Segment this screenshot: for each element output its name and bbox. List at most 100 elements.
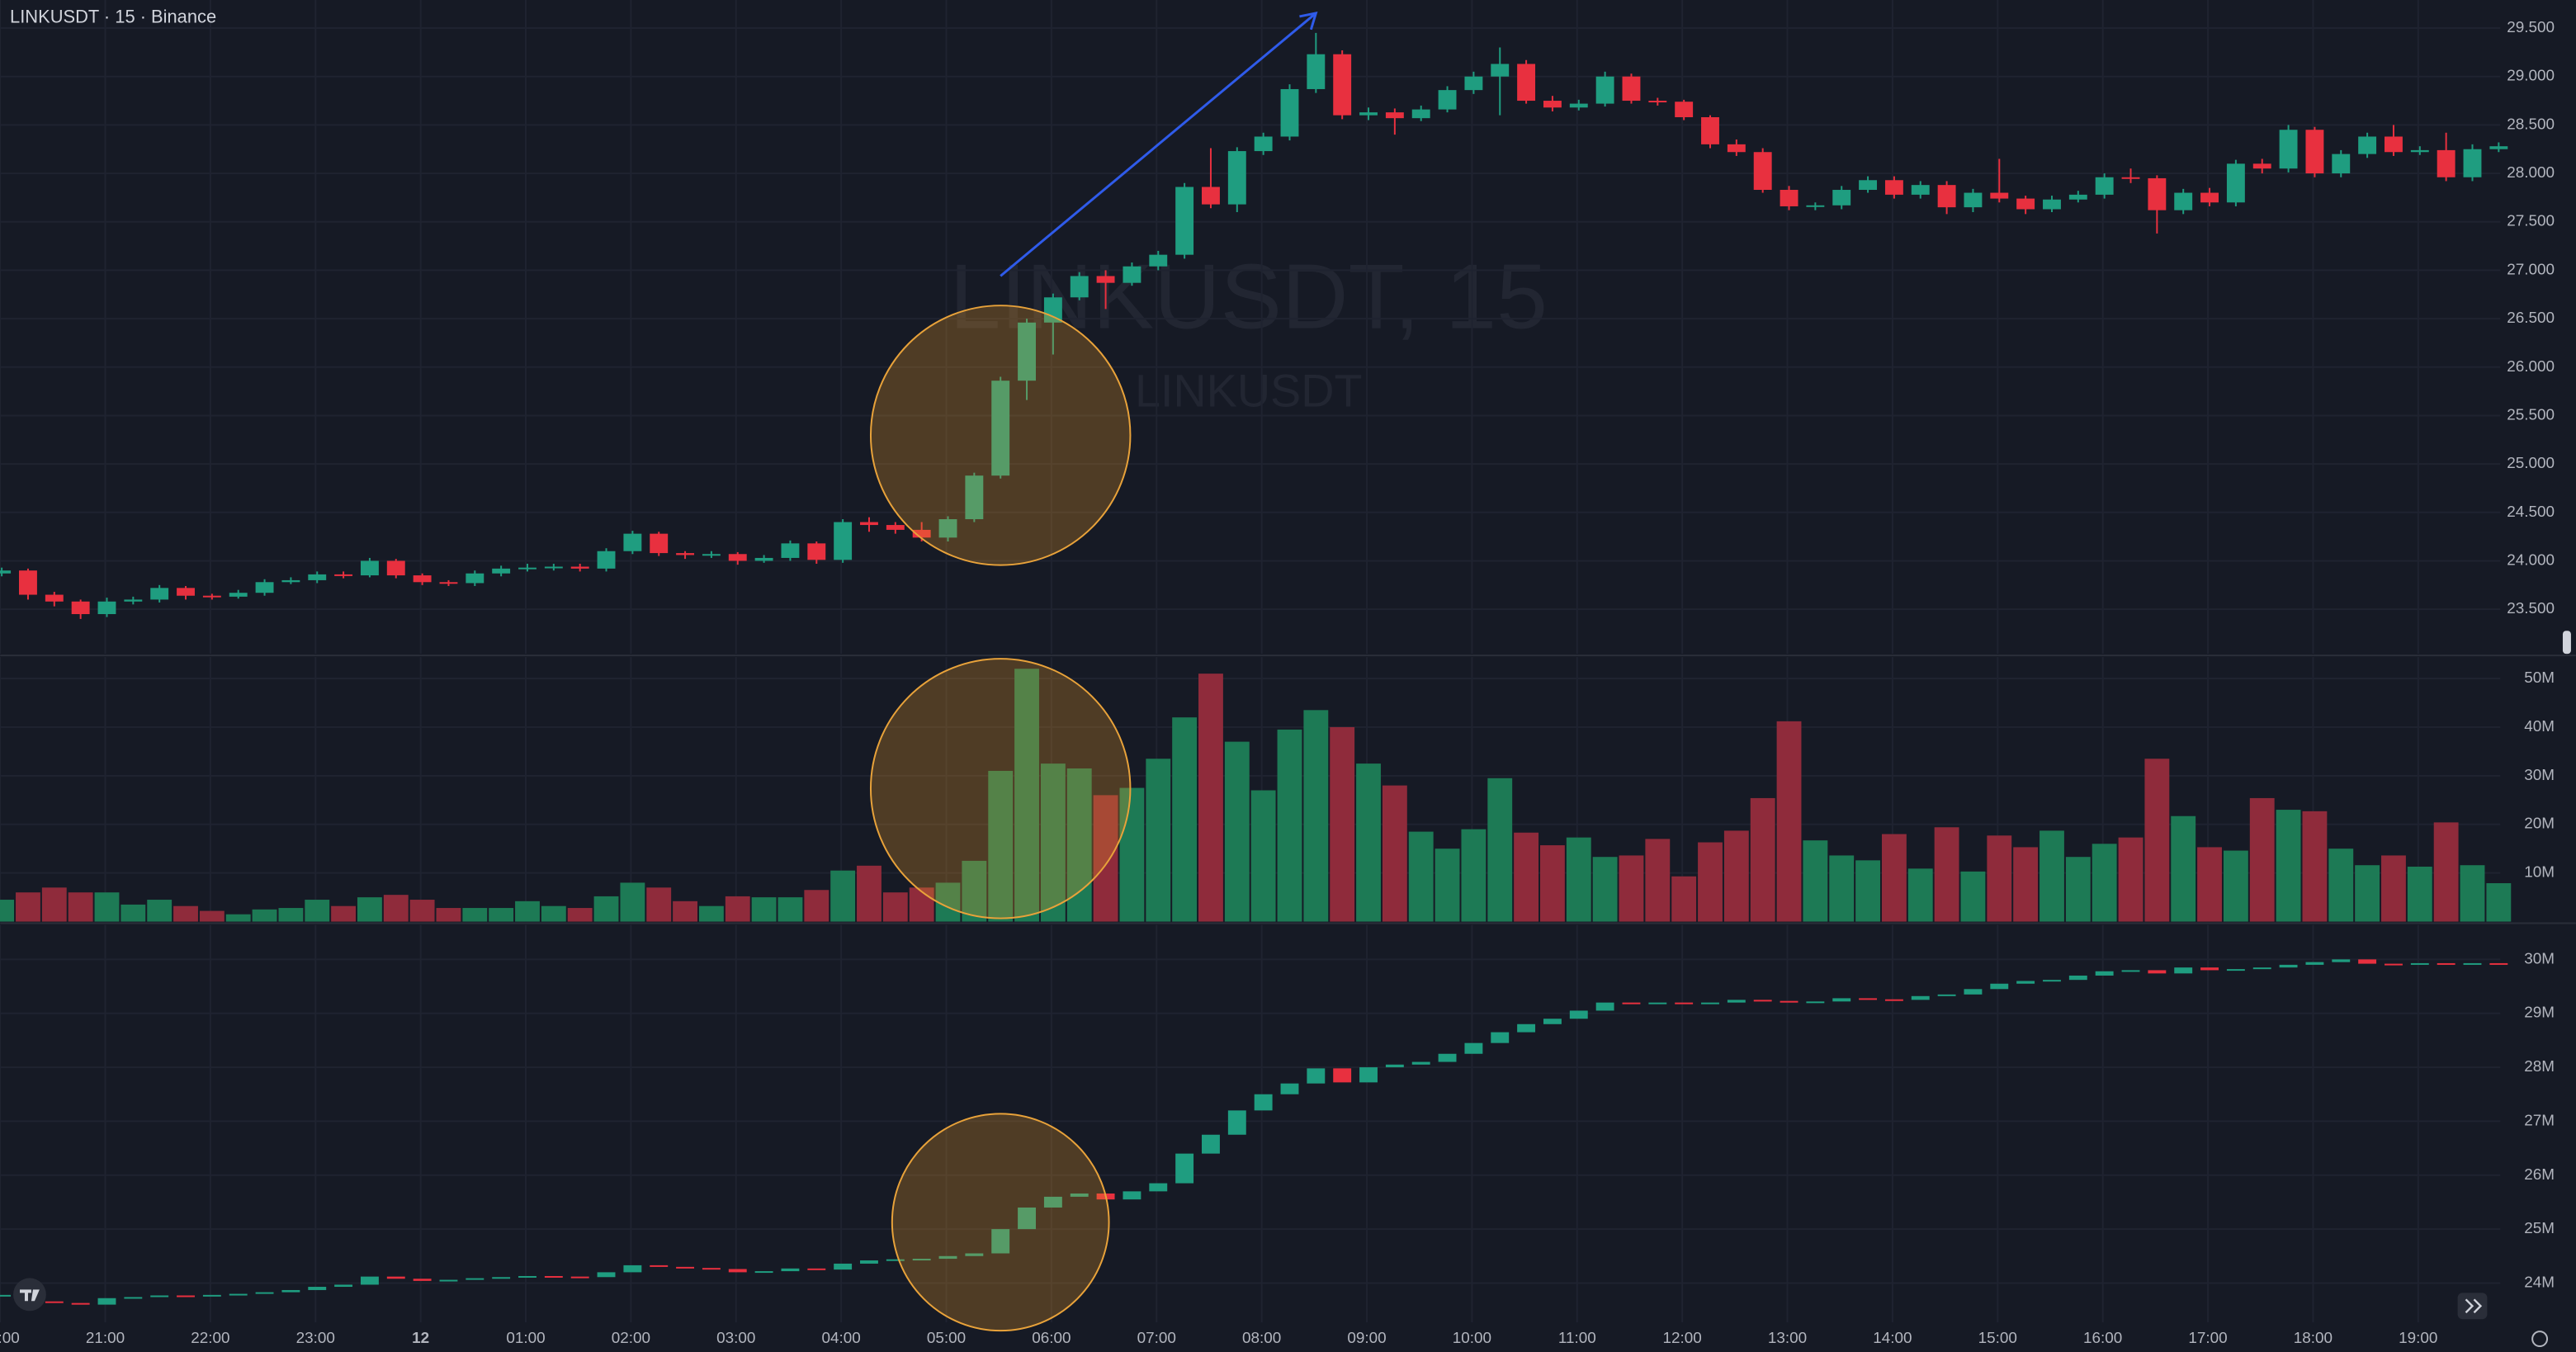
y-tick-label: 25M (2524, 1220, 2555, 1237)
volume-bar (1698, 842, 1723, 922)
candle-body (0, 1294, 12, 1297)
volume-bar (2302, 811, 2328, 922)
candle-body (1070, 276, 1089, 298)
candle-body (1202, 187, 1220, 205)
y-tick-label: 26M (2524, 1166, 2555, 1184)
volume-bar (2433, 822, 2459, 922)
candle-body (1937, 185, 1956, 208)
candle-body (177, 1295, 195, 1298)
volume-bar (147, 900, 173, 922)
candle-body (860, 522, 878, 526)
volume-bar (1619, 855, 1644, 922)
candle-body (1701, 1002, 1719, 1005)
volume-bar (1146, 759, 1171, 922)
candle-body (1227, 151, 1246, 205)
candle-body (2043, 980, 2061, 982)
candle-body (1517, 64, 1536, 102)
settings-icon[interactable] (2531, 1331, 2549, 1348)
volume-bar (278, 908, 304, 922)
candle-body (1333, 54, 1352, 116)
candle-body (1149, 1183, 1168, 1192)
x-tick-label: 16:00 (2083, 1330, 2122, 1347)
volume-bar (1224, 741, 1250, 922)
candle-body (1543, 101, 1562, 108)
candle-body (1622, 76, 1641, 102)
volume-bar (2381, 855, 2406, 922)
volume-bar (2486, 883, 2512, 922)
x-tick-label: 05:00 (927, 1330, 966, 1347)
candle-body (1307, 54, 1326, 89)
volume-bar (94, 892, 120, 922)
candle-body (965, 475, 984, 520)
scale-handle[interactable] (2562, 631, 2571, 655)
candle-body (2279, 130, 2298, 169)
volume-bar (0, 900, 15, 922)
volume-bar (593, 896, 619, 922)
candle-body (834, 522, 853, 560)
candle-body (2410, 149, 2429, 153)
candle-body (544, 1275, 563, 1278)
candle-body (886, 525, 905, 530)
volume-bar (2171, 815, 2196, 922)
volume-bar (2407, 866, 2432, 922)
candle-body (1307, 1068, 1326, 1084)
volume-bar (121, 904, 146, 922)
candle-body (1280, 88, 1299, 137)
volume-bar (567, 908, 593, 922)
candle-body (1149, 254, 1168, 267)
candle-body (518, 1275, 536, 1278)
volume-bar (1356, 763, 1381, 922)
y-tick-label: 40M (2524, 718, 2555, 735)
x-tick-label: 07:00 (1137, 1330, 1176, 1347)
y-tick-label: 25.500 (2507, 406, 2555, 423)
candle-body (1464, 1042, 1483, 1054)
volume-bar (331, 905, 357, 922)
candle-body (1911, 185, 1930, 195)
candle-body (1096, 276, 1115, 283)
candle-body (991, 1229, 1010, 1254)
candle-body (1517, 1023, 1536, 1033)
candle-body (1648, 101, 1667, 103)
logo[interactable] (13, 1278, 46, 1312)
candle-body (2068, 975, 2087, 981)
candle-body (360, 560, 379, 576)
volume-bar (646, 887, 672, 922)
candle-body (1491, 64, 1510, 77)
volume-bar (305, 900, 330, 922)
candle-body (281, 579, 300, 583)
candle-body (1911, 995, 1930, 1000)
candle-body (2437, 962, 2455, 965)
y-tick-label: 24M (2524, 1274, 2555, 1291)
volume-bar (673, 901, 697, 922)
volume-bar (778, 897, 803, 922)
volume-bar (41, 887, 67, 922)
candle-body (1884, 999, 1903, 1001)
x-tick-label: 01:00 (506, 1330, 545, 1347)
candle-body (2095, 971, 2114, 976)
volume-bar (2013, 847, 2039, 922)
candle-body (1569, 1010, 1588, 1019)
candle-body (518, 567, 536, 570)
candle-body (150, 588, 169, 600)
volume-bar (409, 900, 435, 922)
y-tick-label: 30M (2524, 767, 2555, 784)
candle-body (1018, 322, 1036, 381)
x-tick-label: 08:00 (1242, 1330, 1281, 1347)
volume-bar (698, 905, 724, 922)
x-tick-label: 13:00 (1768, 1330, 1807, 1347)
volume-bar (16, 892, 40, 922)
candle-body (912, 1259, 931, 1261)
candle-body (1202, 1134, 1220, 1154)
volume-bar (1119, 787, 1145, 922)
x-tick-label: 21:00 (86, 1330, 125, 1347)
candle-body (1123, 1191, 1141, 1200)
y-tick-label: 24.500 (2507, 503, 2555, 521)
candle-body (2410, 962, 2429, 965)
volume-bar (1960, 871, 1986, 922)
candle-body (1280, 1083, 1299, 1094)
volume-bar (1987, 835, 2012, 922)
volume-bar (199, 910, 225, 922)
candle-body (2043, 199, 2061, 210)
candle-body (1780, 190, 1798, 206)
